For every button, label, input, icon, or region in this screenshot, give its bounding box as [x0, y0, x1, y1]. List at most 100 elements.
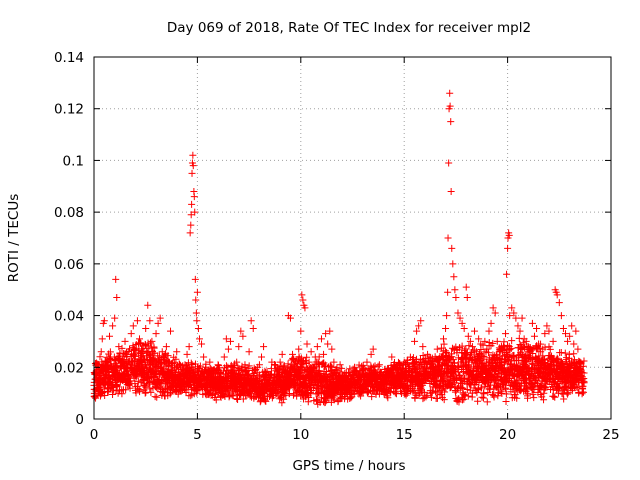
- data-point: [127, 377, 135, 385]
- data-point: [459, 374, 467, 382]
- data-point: [164, 352, 172, 360]
- data-point: [239, 395, 247, 403]
- data-point: [333, 366, 341, 374]
- data-point: [474, 397, 482, 405]
- data-point: [118, 390, 126, 398]
- x-tick-label: 20: [499, 427, 516, 443]
- data-point: [126, 384, 134, 392]
- data-point: [245, 362, 253, 370]
- data-point: [238, 362, 246, 370]
- data-point: [212, 396, 220, 404]
- y-tick-label: 0.02: [54, 360, 84, 376]
- data-point: [427, 393, 435, 401]
- data-point: [422, 393, 430, 401]
- data-point: [436, 381, 444, 389]
- data-point: [347, 394, 355, 402]
- data-point: [498, 389, 506, 397]
- data-point: [316, 369, 324, 377]
- data-point: [109, 391, 117, 399]
- data-point: [118, 344, 126, 352]
- data-point: [196, 362, 204, 370]
- data-point: [502, 397, 510, 405]
- y-tick-label: 0.08: [54, 205, 84, 221]
- y-tick-label: 0: [75, 412, 84, 428]
- data-point: [293, 392, 301, 400]
- data-point: [441, 388, 449, 396]
- data-point: [449, 356, 457, 364]
- data-point: [151, 393, 159, 401]
- data-point: [338, 364, 346, 372]
- x-tick-label: 5: [193, 427, 202, 443]
- data-point: [360, 364, 368, 372]
- data-point: [122, 386, 130, 394]
- data-point: [96, 353, 104, 361]
- data-point: [460, 395, 468, 403]
- data-point: [160, 387, 168, 395]
- data-point: [500, 338, 508, 346]
- data-point: [321, 361, 329, 369]
- data-point: [463, 350, 471, 358]
- data-point: [483, 398, 491, 406]
- x-tick-label: 25: [602, 427, 619, 443]
- data-point: [440, 373, 448, 381]
- data-point: [166, 390, 174, 398]
- data-point: [193, 389, 201, 397]
- data-point: [502, 385, 510, 393]
- data-point: [188, 361, 196, 369]
- data-point: [282, 391, 290, 399]
- y-tick-label: 0.04: [54, 309, 84, 325]
- data-point: [463, 386, 471, 394]
- data-point: [478, 384, 486, 392]
- data-point: [459, 396, 467, 404]
- data-point: [187, 392, 195, 400]
- data-point: [147, 339, 155, 347]
- data-point: [142, 383, 150, 391]
- data-point: [440, 340, 448, 348]
- data-point: [262, 397, 270, 405]
- data-point: [300, 367, 308, 375]
- data-point: [280, 362, 288, 370]
- data-point: [423, 391, 431, 399]
- data-point: [313, 396, 321, 404]
- x-axis-label: GPS time / hours: [292, 458, 405, 474]
- data-point: [141, 389, 149, 397]
- data-point: [490, 393, 498, 401]
- data-point: [485, 349, 493, 357]
- data-point: [278, 399, 286, 407]
- data-point: [443, 361, 451, 369]
- data-point: [150, 344, 158, 352]
- data-points: [90, 89, 588, 408]
- data-point: [461, 391, 469, 399]
- data-point: [500, 359, 508, 367]
- y-tick-label: 0.12: [54, 102, 84, 118]
- data-point: [466, 380, 474, 388]
- data-point: [465, 342, 473, 350]
- data-point: [465, 361, 473, 369]
- data-point: [480, 390, 488, 398]
- x-tick-label: 15: [396, 427, 413, 443]
- data-point: [475, 378, 483, 386]
- data-point: [113, 383, 121, 391]
- data-point: [384, 394, 392, 402]
- data-point: [457, 383, 465, 391]
- data-point: [141, 382, 149, 390]
- data-point: [284, 360, 292, 368]
- y-tick-label: 0.06: [54, 257, 84, 273]
- data-point: [478, 393, 486, 401]
- y-tick-label: 0.1: [63, 153, 84, 169]
- data-point: [233, 395, 241, 403]
- data-point: [244, 365, 252, 373]
- data-point: [152, 383, 160, 391]
- data-point: [402, 391, 410, 399]
- data-point: [309, 384, 317, 392]
- data-point: [489, 339, 497, 347]
- data-point: [134, 385, 142, 393]
- data-point: [153, 393, 161, 401]
- data-point: [433, 394, 441, 402]
- data-point: [451, 359, 459, 367]
- data-point: [435, 382, 443, 390]
- data-point: [497, 386, 505, 394]
- data-point: [297, 368, 305, 376]
- data-point: [419, 395, 427, 403]
